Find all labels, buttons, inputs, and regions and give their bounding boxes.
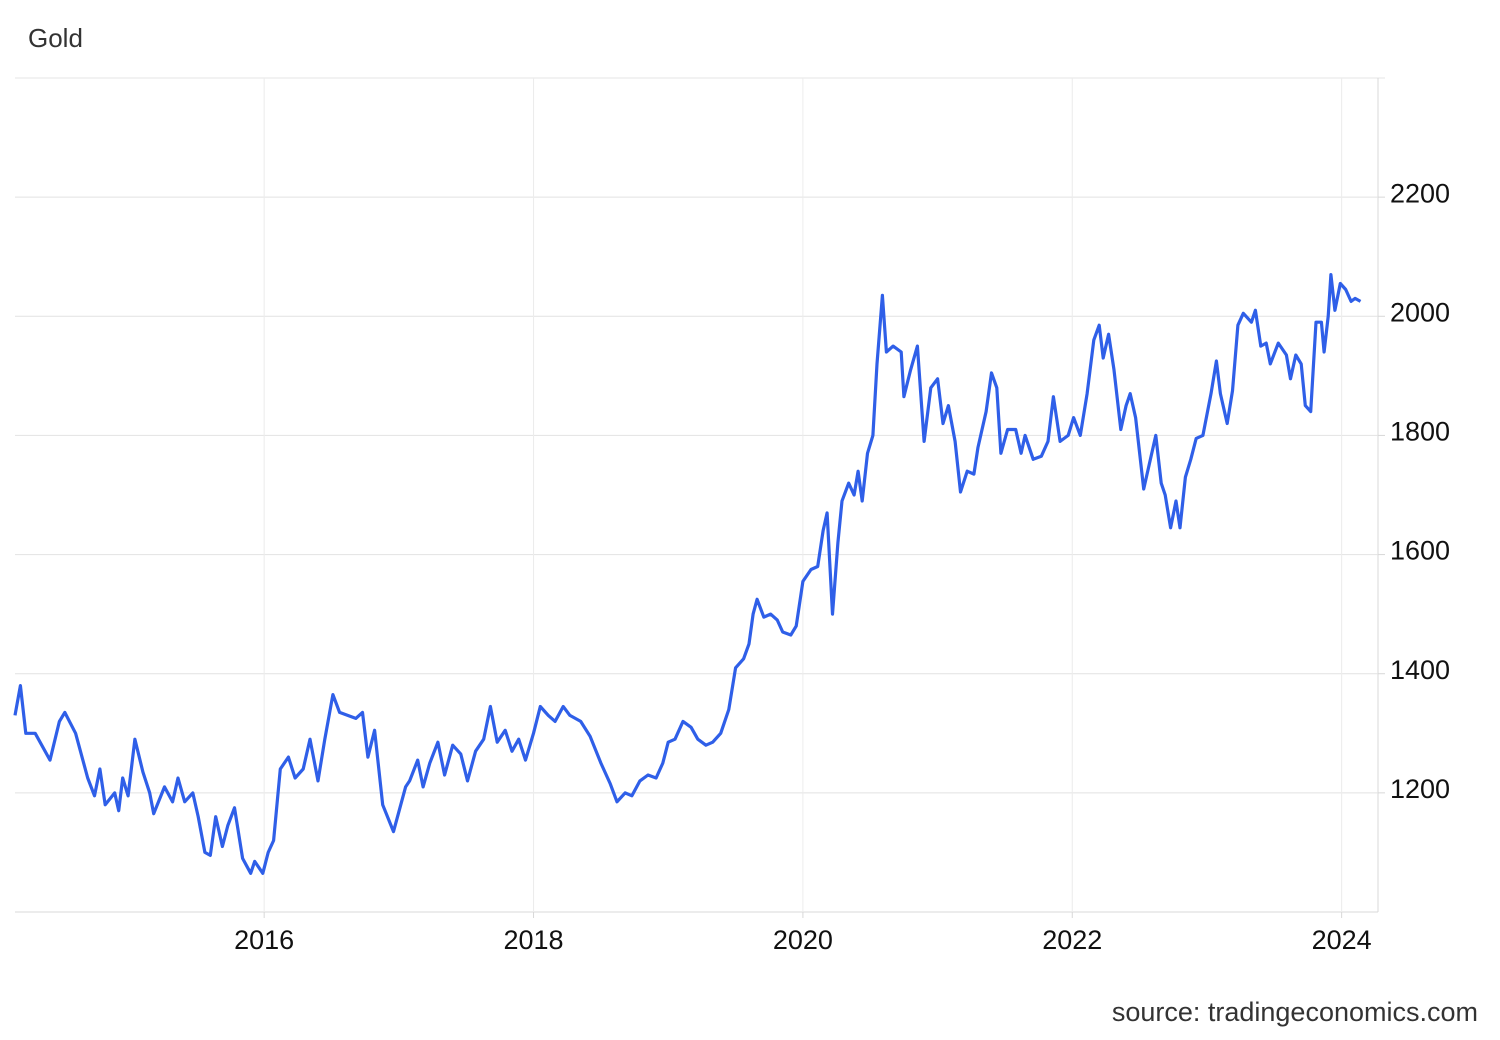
y-tick-label: 1400 xyxy=(1390,655,1450,685)
x-tick-label: 2020 xyxy=(773,925,833,955)
chart-title: Gold xyxy=(28,23,83,53)
y-tick-label: 1600 xyxy=(1390,536,1450,566)
y-tick-label: 2000 xyxy=(1390,297,1450,327)
price-line xyxy=(13,273,1362,875)
x-tick-label: 2022 xyxy=(1042,925,1102,955)
y-tick-label: 1800 xyxy=(1390,417,1450,447)
y-tick-label: 2200 xyxy=(1390,178,1450,208)
x-tick-label: 2024 xyxy=(1312,925,1372,955)
x-tick-label: 2018 xyxy=(503,925,563,955)
y-tick-label: 1200 xyxy=(1390,774,1450,804)
source: source: tradingeconomics.com xyxy=(1112,997,1478,1027)
x-tick-label: 2016 xyxy=(234,925,294,955)
